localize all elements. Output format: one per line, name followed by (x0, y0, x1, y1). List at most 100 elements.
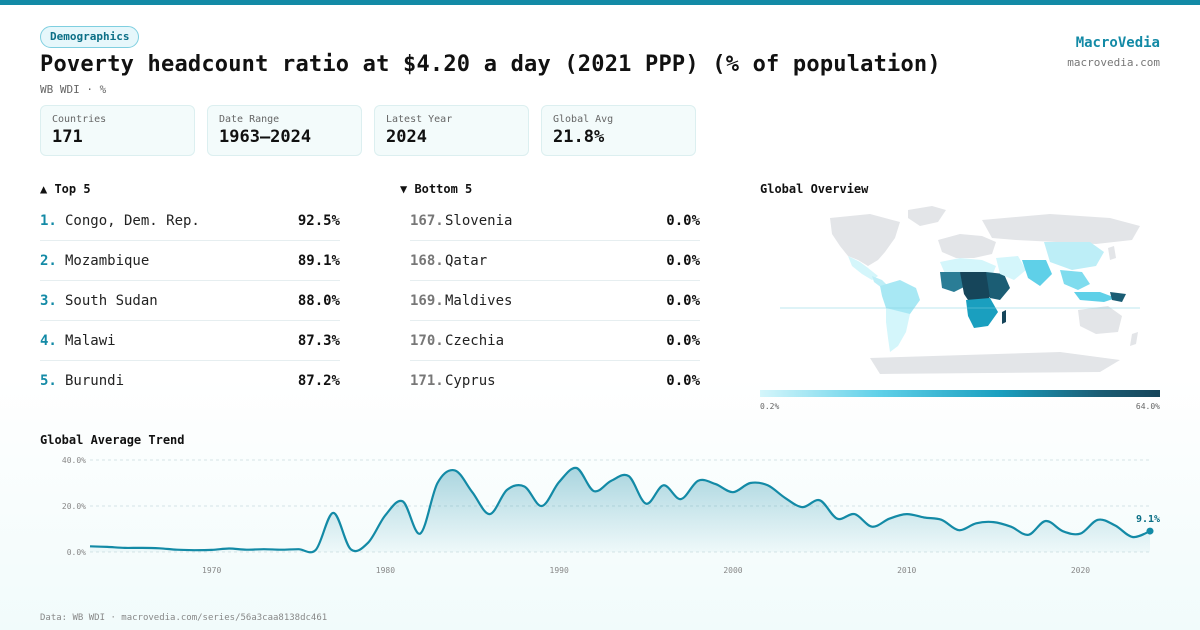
stat-value: 21.8% (553, 127, 605, 147)
trend-data-point[interactable] (1113, 524, 1117, 528)
trend-data-point[interactable] (853, 512, 857, 516)
world-choropleth-map[interactable] (760, 200, 1160, 385)
list-item[interactable]: 1. Congo, Dem. Rep. 92.5% (40, 201, 340, 241)
trend-data-point[interactable] (158, 546, 162, 550)
trend-data-point[interactable] (592, 489, 596, 493)
trend-data-point[interactable] (488, 512, 492, 516)
trend-data-point[interactable] (870, 525, 874, 529)
trend-data-point[interactable] (418, 532, 422, 536)
list-item[interactable]: 2. Mozambique 89.1% (40, 241, 340, 281)
trend-data-point[interactable] (957, 528, 961, 532)
rank-value: 0.0% (666, 252, 700, 269)
trend-data-point[interactable] (1096, 518, 1100, 522)
trend-data-point[interactable] (731, 490, 735, 494)
trend-data-point[interactable] (105, 545, 109, 549)
trend-data-point[interactable] (453, 468, 457, 472)
trend-data-point[interactable] (227, 547, 231, 551)
trend-data-point[interactable] (557, 480, 561, 484)
top-accent-bar (0, 0, 1200, 5)
top5-list: 1. Congo, Dem. Rep. 92.5% 2. Mozambique 89.1… (40, 201, 340, 401)
rank-value: 92.5% (297, 212, 340, 229)
y-tick-label: 0.0% (67, 548, 86, 557)
trend-data-point[interactable] (887, 517, 891, 521)
trend-data-point[interactable] (1009, 525, 1013, 529)
trend-data-point[interactable] (314, 548, 318, 552)
trend-data-point[interactable] (244, 548, 248, 552)
list-item[interactable]: 169. Maldives 0.0% (410, 281, 700, 321)
trend-data-point[interactable] (575, 466, 579, 470)
country-name: Czechia (445, 332, 505, 349)
trend-data-point[interactable] (140, 546, 144, 550)
trend-data-point[interactable] (627, 474, 631, 478)
legend-max-label: 64.0% (1135, 402, 1160, 411)
trend-data-point[interactable] (696, 479, 700, 483)
trend-data-point[interactable] (366, 541, 370, 545)
trend-data-point[interactable] (1044, 519, 1048, 523)
trend-data-point[interactable] (349, 547, 353, 551)
trend-data-point[interactable] (1061, 529, 1065, 533)
country-name: Malawi (65, 332, 116, 349)
country-name: Burundi (65, 373, 125, 389)
trend-data-point[interactable] (297, 547, 301, 551)
trend-data-point[interactable] (905, 512, 909, 516)
trend-data-point[interactable] (818, 498, 822, 502)
rank-value: 0.0% (666, 373, 700, 389)
trend-data-point[interactable] (505, 488, 509, 492)
region-east-asia (1044, 242, 1104, 270)
list-item[interactable]: 5. Burundi 87.2% (40, 361, 340, 401)
country-name: South Sudan (65, 292, 158, 309)
stat-label: Countries (52, 114, 107, 125)
trend-chart[interactable]: 0.0% 20.0% 40.0% 1970 1980 1990 2000 2010 2020 9… (40, 450, 1160, 585)
trend-data-point[interactable] (835, 517, 839, 521)
trend-data-point[interactable] (279, 548, 283, 552)
trend-data-point[interactable] (1026, 533, 1030, 537)
trend-data-point[interactable] (974, 521, 978, 525)
trend-series-line (89, 466, 1151, 554)
list-item[interactable]: 171. Cyprus 0.0% (410, 361, 700, 401)
trend-data-point[interactable] (123, 546, 127, 550)
trend-data-point[interactable] (383, 513, 387, 517)
trend-data-point[interactable] (609, 479, 613, 483)
list-item[interactable]: 167. Slovenia 0.0% (410, 201, 700, 241)
trend-last-point (1146, 527, 1154, 535)
trend-data-point[interactable] (1131, 535, 1135, 539)
trend-data-point[interactable] (470, 490, 474, 494)
region-central-africa (960, 272, 996, 306)
source-footer[interactable]: Data: WB WDI · macrovedia.com/series/56a… (40, 613, 328, 623)
category-badge[interactable]: Demographics (40, 26, 140, 48)
trend-data-point[interactable] (939, 518, 943, 522)
stat-label: Global Avg (553, 114, 614, 125)
country-name: Congo, Dem. Rep. (65, 212, 200, 229)
trend-data-point[interactable] (783, 496, 787, 500)
trend-data-point[interactable] (800, 505, 804, 509)
trend-data-point[interactable] (175, 548, 179, 552)
trend-data-point[interactable] (661, 483, 665, 487)
trend-data-point[interactable] (540, 504, 544, 508)
trend-data-point[interactable] (210, 548, 214, 552)
list-item[interactable]: 168. Qatar 0.0% (410, 241, 700, 281)
trend-data-point[interactable] (922, 516, 926, 520)
region-russia (982, 214, 1140, 244)
list-item[interactable]: 4. Malawi 87.3% (40, 321, 340, 361)
trend-data-point[interactable] (262, 547, 266, 551)
trend-data-point[interactable] (766, 483, 770, 487)
trend-data-point[interactable] (522, 484, 526, 488)
trend-data-point[interactable] (644, 502, 648, 506)
y-tick-label: 20.0% (62, 502, 86, 511)
trend-data-point[interactable] (192, 548, 196, 552)
trend-data-point[interactable] (88, 544, 92, 548)
trend-data-point[interactable] (436, 481, 440, 485)
trend-data-point[interactable] (679, 497, 683, 501)
trend-data-point[interactable] (992, 520, 996, 524)
trend-data-point[interactable] (1078, 532, 1082, 536)
list-item[interactable]: 3. South Sudan 88.0% (40, 281, 340, 321)
trend-data-point[interactable] (331, 511, 335, 515)
trend-data-point[interactable] (748, 481, 752, 485)
brand-logo[interactable]: MacroVedia (1075, 35, 1160, 51)
trend-data-point[interactable] (401, 499, 405, 503)
brand-url[interactable]: macrovedia.com (1067, 56, 1160, 69)
map-legend-gradient (760, 390, 1160, 397)
x-tick-label: 1980 (376, 566, 395, 575)
trend-data-point[interactable] (714, 482, 718, 486)
list-item[interactable]: 170. Czechia 0.0% (410, 321, 700, 361)
